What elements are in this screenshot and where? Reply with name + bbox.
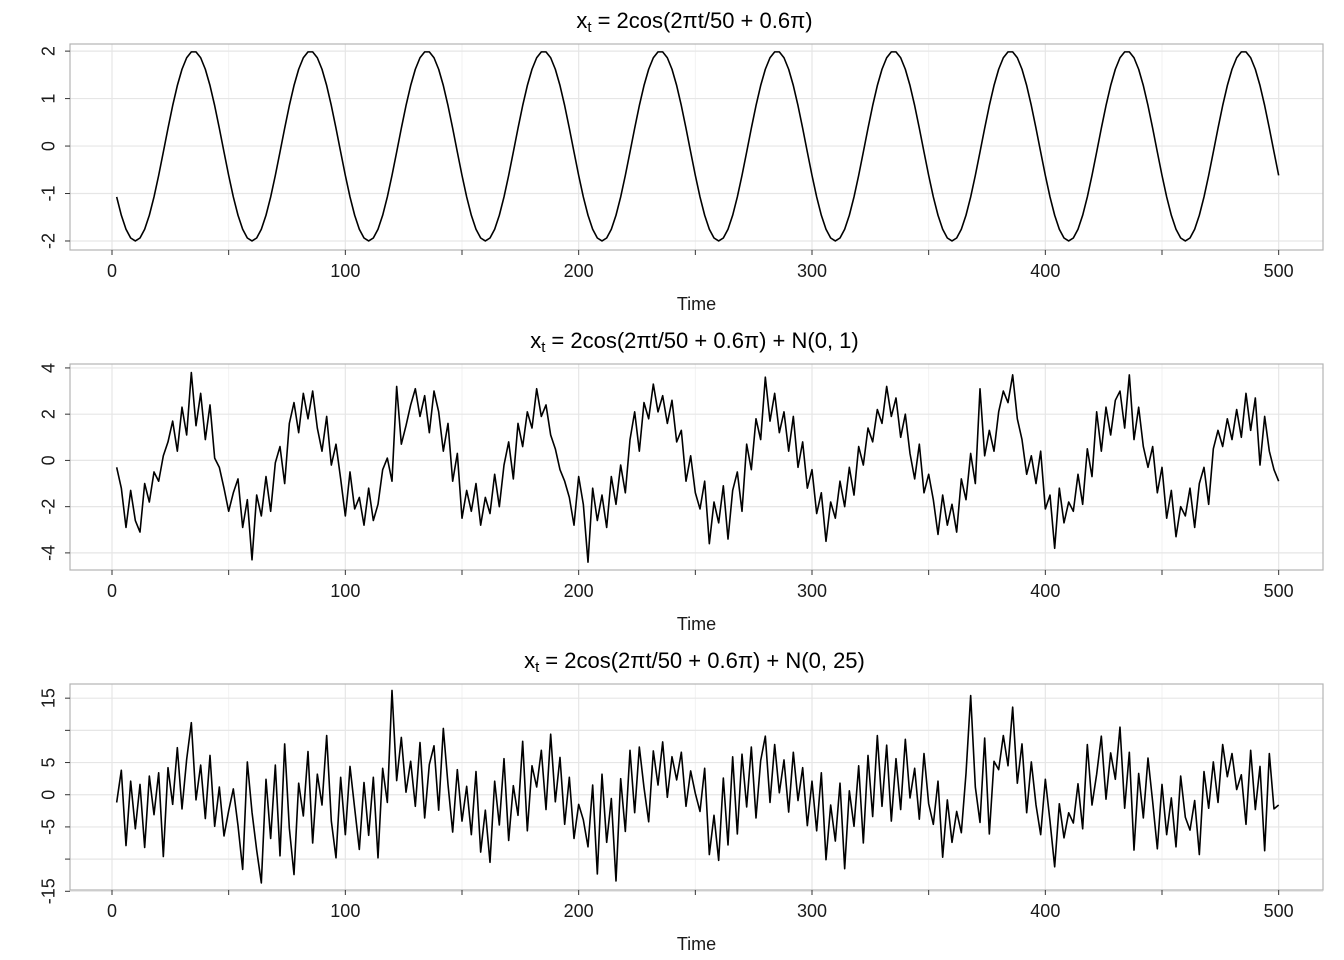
x-tick-label: 500 — [1264, 581, 1294, 601]
y-tick-label: -1 — [39, 186, 59, 202]
y-tick-label: 5 — [39, 758, 59, 768]
x-tick-label: 100 — [330, 261, 360, 281]
title-expression: = 2cos(2πt/50 + 0.6π) + N(0, 1) — [551, 328, 858, 353]
panel-border — [69, 683, 1324, 891]
panel-background — [70, 684, 1323, 890]
x-tick-label: 0 — [107, 901, 117, 921]
x-tick-label: 500 — [1264, 901, 1294, 921]
y-tick-label: 2 — [39, 46, 59, 56]
x-axis-label: Time — [677, 294, 716, 314]
x-tick-label: 0 — [107, 261, 117, 281]
x-tick-label: 300 — [797, 901, 827, 921]
title-expression: = 2cos(2πt/50 + 0.6π) — [598, 8, 813, 33]
chart-title: xt = 2cos(2πt/50 + 0.6π) — [576, 8, 812, 36]
y-tick-label: -4 — [39, 545, 59, 561]
x-tick-label: 300 — [797, 261, 827, 281]
x-tick-label: 400 — [1030, 261, 1060, 281]
x-tick-label: 200 — [564, 901, 594, 921]
y-tick-label: 15 — [39, 688, 59, 708]
x-tick-label: 400 — [1030, 581, 1060, 601]
chart-title: xt = 2cos(2πt/50 + 0.6π) + N(0, 25) — [524, 648, 865, 676]
x-tick-label: 100 — [330, 581, 360, 601]
y-tick-label: -15 — [39, 878, 59, 904]
panel-background — [70, 364, 1323, 570]
x-tick-label: 300 — [797, 581, 827, 601]
title-subscript: t — [535, 659, 540, 676]
title-subscript: t — [541, 339, 546, 356]
x-tick-label: 400 — [1030, 901, 1060, 921]
panel-border — [69, 363, 1324, 571]
title-expression: = 2cos(2πt/50 + 0.6π) + N(0, 25) — [545, 648, 865, 673]
x-tick-label: 200 — [564, 261, 594, 281]
series-line — [115, 51, 1280, 242]
title-variable: x — [576, 8, 587, 33]
series-line — [115, 371, 1280, 563]
series-line — [115, 689, 1280, 884]
title-variable: x — [524, 648, 535, 673]
y-tick-label: -2 — [39, 499, 59, 515]
chart-title: xt = 2cos(2πt/50 + 0.6π) + N(0, 1) — [530, 328, 859, 356]
y-tick-label: -5 — [39, 819, 59, 835]
y-tick-label: 0 — [39, 455, 59, 465]
y-tick-label: 1 — [39, 94, 59, 104]
x-axis-label: Time — [677, 934, 716, 954]
x-tick-label: 100 — [330, 901, 360, 921]
y-tick-label: -2 — [39, 233, 59, 249]
x-tick-label: 0 — [107, 581, 117, 601]
y-tick-label: 2 — [39, 409, 59, 419]
title-subscript: t — [587, 19, 592, 36]
x-tick-label: 200 — [564, 581, 594, 601]
title-variable: x — [530, 328, 541, 353]
panel-border — [69, 43, 1324, 251]
y-tick-label: 0 — [39, 141, 59, 151]
x-axis-label: Time — [677, 614, 716, 634]
y-tick-label: 4 — [39, 363, 59, 373]
x-tick-label: 500 — [1264, 261, 1294, 281]
y-tick-label: 0 — [39, 790, 59, 800]
panel-background — [70, 44, 1323, 250]
